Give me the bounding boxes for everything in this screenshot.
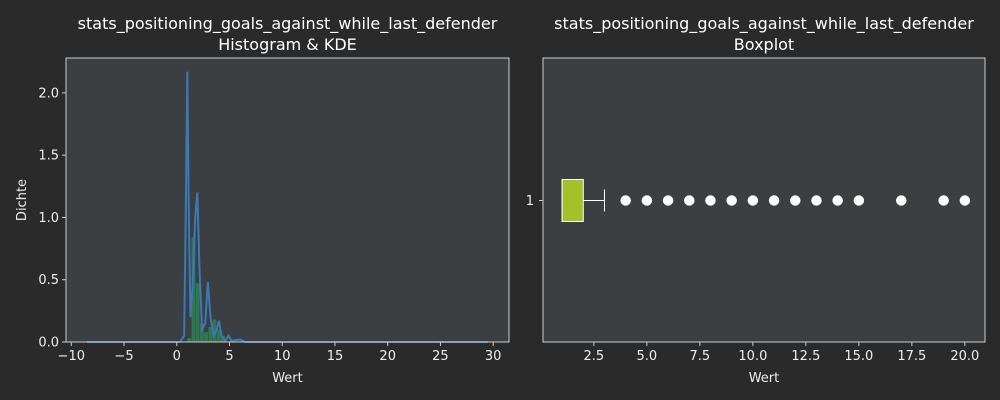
- boxplot-chart: stats_positioning_goals_against_while_la…: [526, 14, 986, 386]
- box-iqr: [561, 179, 584, 222]
- box-plot-area: [543, 58, 985, 342]
- hist-x-tick-label-4: 10: [274, 349, 291, 364]
- hist-plot-frame: [65, 57, 510, 343]
- outlier-8: [790, 195, 801, 206]
- box-x-tick-label-5: 15.0: [844, 349, 873, 364]
- hist-x-tick-label-8: 30: [485, 349, 502, 364]
- outlier-10: [832, 195, 843, 206]
- hist-y-tick-label-2: 1.0: [38, 211, 59, 226]
- hist-x-tick-label-3: 5: [225, 349, 233, 364]
- box-x-tick-label-2: 7.5: [690, 349, 711, 364]
- hist-y-tick-label-4: 2.0: [38, 86, 59, 101]
- hist-y-ticks: 0.0 0.5 1.0 1.5 2.0: [38, 86, 66, 351]
- hist-x-tick-label-2: 0: [173, 349, 181, 364]
- hist-plot-area: [66, 58, 509, 342]
- box-title-line1: stats_positioning_goals_against_while_la…: [554, 14, 974, 34]
- hist-bar-5: [208, 327, 213, 342]
- hist-x-axis-label: Wert: [272, 371, 303, 386]
- outlier-6: [747, 195, 759, 206]
- box-x-tick-label-4: 12.5: [791, 349, 820, 364]
- box-x-tick-label-7: 20.0: [950, 349, 979, 364]
- hist-y-tick-label-0: 0.0: [38, 336, 59, 351]
- box-x-tick-label-1: 5.0: [637, 349, 658, 364]
- hist-bar-3: [199, 323, 204, 342]
- hist-x-ticks: −10 −5 0 5 10 15 20 25 30: [58, 342, 502, 364]
- outlier-11: [853, 195, 865, 206]
- box-x-axis-label: Wert: [749, 371, 780, 386]
- hist-bar-2: [195, 283, 200, 342]
- box-x-tick-label-3: 10.0: [738, 349, 767, 364]
- outlier-14: [959, 195, 971, 206]
- outlier-4: [705, 195, 716, 206]
- box-title-line2: Boxplot: [734, 35, 794, 54]
- outlier-0: [620, 195, 631, 206]
- box-x-ticks: 2.5 5.0 7.5 10.0 12.5 15.0 17.5 20.0: [584, 342, 979, 364]
- hist-x-tick-label-6: 20: [379, 349, 396, 364]
- hist-title-line1: stats_positioning_goals_against_while_la…: [78, 14, 498, 34]
- boxplot-elements: [561, 179, 971, 222]
- outlier-2: [662, 195, 674, 206]
- hist-bar-6: [212, 319, 217, 342]
- outlier-3: [684, 195, 695, 206]
- hist-title-line2: Histogram & KDE: [218, 35, 357, 54]
- hist-bar-4: [204, 332, 208, 342]
- outlier-5: [726, 195, 737, 206]
- hist-x-tick-label-5: 15: [327, 349, 344, 364]
- outlier-7: [768, 195, 780, 206]
- outlier-13: [938, 195, 949, 206]
- hist-x-tick-label-0: −10: [58, 349, 85, 364]
- hist-y-tick-label-1: 0.5: [38, 273, 59, 288]
- hist-x-tick-label-1: −5: [114, 349, 133, 364]
- hist-bar-0: [187, 338, 192, 342]
- outlier-12: [896, 195, 907, 206]
- outlier-9: [811, 195, 822, 206]
- outlier-1: [641, 195, 653, 206]
- box-x-tick-label-6: 17.5: [897, 349, 926, 364]
- hist-bar-1: [191, 237, 196, 342]
- kde-line: [87, 71, 488, 343]
- hist-y-axis-label: Dichte: [15, 179, 30, 221]
- box-y-ticks: 1: [526, 194, 543, 209]
- hist-y-tick-label-3: 1.5: [38, 149, 59, 164]
- hist-x-tick-label-7: 25: [432, 349, 449, 364]
- box-y-tick-label-0: 1: [526, 194, 534, 209]
- histogram-chart: stats_positioning_goals_against_while_la…: [15, 14, 510, 386]
- hist-bar-7: [216, 329, 221, 342]
- box-x-tick-label-0: 2.5: [584, 349, 605, 364]
